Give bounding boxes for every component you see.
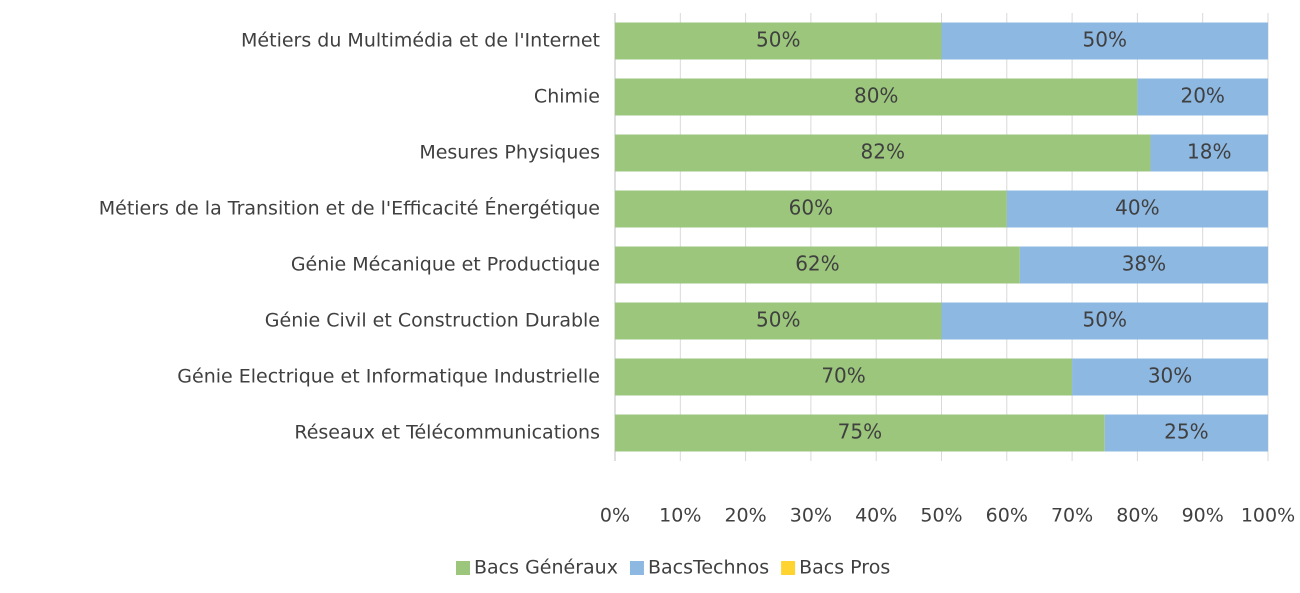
bar-segment	[615, 246, 1020, 284]
legend-swatch	[456, 561, 470, 575]
data-label: 50%	[1083, 28, 1127, 52]
bar-segment	[1150, 134, 1268, 172]
y-tick-label: Génie Mécanique et Productique	[291, 254, 600, 276]
y-tick-label: Génie Civil et Construction Durable	[265, 310, 600, 332]
data-label: 50%	[756, 28, 800, 52]
legend-label: BacsTechnos	[648, 557, 769, 579]
bar-segment	[615, 302, 942, 340]
legend-label: Bacs Pros	[799, 557, 890, 579]
x-tick-label: 70%	[1051, 505, 1093, 527]
bar-segment	[1137, 78, 1268, 116]
data-label: 75%	[838, 420, 882, 444]
data-label: 25%	[1164, 420, 1208, 444]
data-label: 30%	[1148, 364, 1192, 388]
data-label: 50%	[756, 308, 800, 332]
data-label: 50%	[1083, 308, 1127, 332]
x-tick-label: 100%	[1241, 505, 1295, 527]
bar-segment	[1072, 358, 1268, 396]
bar-segment	[615, 414, 1105, 452]
data-label: 70%	[821, 364, 865, 388]
y-tick-label: Métiers de la Transition et de l'Efficac…	[99, 197, 600, 220]
data-label: 82%	[861, 140, 905, 164]
data-label: 20%	[1180, 84, 1224, 108]
bar-segment	[615, 78, 1138, 116]
bar-segment	[1006, 190, 1268, 228]
x-tick-label: 60%	[986, 505, 1028, 527]
data-label: 18%	[1187, 140, 1231, 164]
y-tick-label: Métiers du Multimédia et de l'Internet	[241, 30, 600, 52]
data-label: 38%	[1122, 252, 1166, 276]
y-tick-label: Chimie	[534, 86, 600, 108]
bar-segment	[941, 22, 1268, 60]
legend-swatch	[629, 561, 644, 575]
x-tick-label: 50%	[920, 505, 962, 527]
data-label: 62%	[795, 252, 839, 276]
x-tick-label: 0%	[600, 505, 630, 527]
y-tick-label: Mesures Physiques	[419, 142, 600, 164]
bar-segment	[1104, 414, 1268, 452]
x-tick-label: 20%	[724, 505, 766, 527]
y-tick-label: Génie Electrique et Informatique Industr…	[177, 366, 600, 388]
bar-segment	[1019, 246, 1268, 284]
x-tick-label: 30%	[790, 505, 832, 527]
x-tick-label: 40%	[855, 505, 897, 527]
x-tick-label: 10%	[659, 505, 701, 527]
data-label: 40%	[1115, 196, 1159, 220]
x-tick-label: 80%	[1116, 505, 1158, 527]
bar-segment	[941, 302, 1268, 340]
bar-segment	[615, 22, 942, 60]
legend-swatch	[781, 561, 796, 575]
legend-label: Bacs Généraux	[474, 557, 618, 579]
y-tick-label: Réseaux et Télécommunications	[294, 422, 600, 444]
x-tick-label: 90%	[1182, 505, 1224, 527]
bar-segment	[615, 190, 1007, 228]
data-label: 80%	[854, 84, 898, 108]
data-label: 60%	[789, 196, 833, 220]
bar-segment	[615, 134, 1151, 172]
bar-segment	[615, 358, 1073, 396]
